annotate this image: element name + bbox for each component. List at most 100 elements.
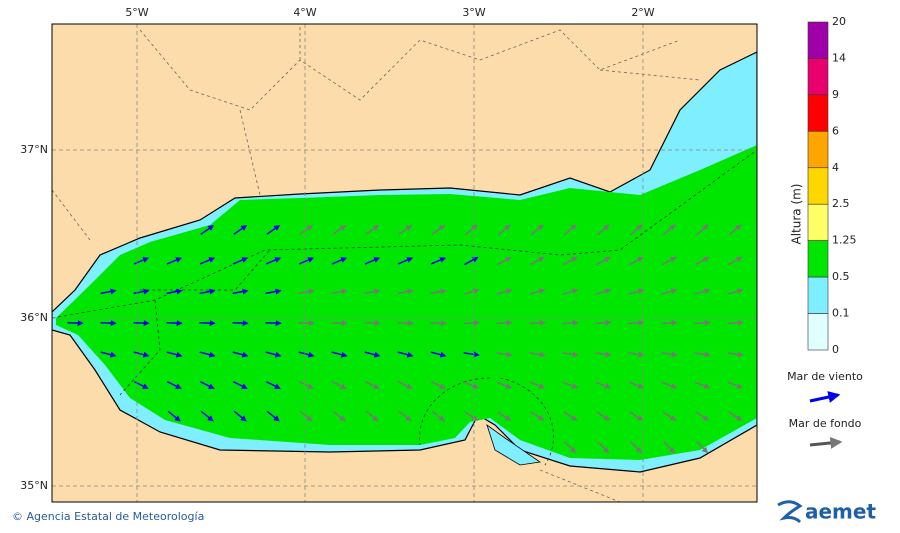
wave-arrow [595,319,612,326]
wave-arrow [200,225,215,235]
wave-arrow [397,320,414,327]
wave-arrow [199,320,216,327]
wave-arrow [727,288,744,295]
wave-arrow [496,381,513,389]
wave-arrow [299,225,314,235]
wave-arrow [166,257,183,265]
wave-arrow [133,380,149,390]
colorbar-bin [807,58,829,96]
credit: © Agencia Estatal de Meteorología [12,510,204,523]
wave-arrow [529,288,546,295]
wave-arrow [496,351,513,358]
wave-arrow [662,411,677,421]
wave-arrow [365,410,379,422]
wave-arrow [695,224,709,236]
wave-arrow [562,381,579,389]
wave-arrow [628,381,645,389]
colorbar-bin [807,240,829,278]
colorbar-label: 4 [832,161,839,174]
lon-label: 2°W [631,6,654,19]
wave-arrow [298,320,315,327]
wave-arrow [496,288,513,295]
wave-arrow [662,256,677,266]
wave-arrow [266,410,280,422]
wave-arrow [497,256,512,266]
wave-arrow [265,288,282,295]
wave-arrow [166,288,183,295]
legend-wind: Mar de viento [787,370,863,383]
wave-arrow [464,256,479,266]
wave-arrow [661,319,678,326]
wave-arrow [463,351,480,358]
wave-arrow [661,288,678,295]
graticule: 5°W 4°W 3°W 2°W 37°N 36°N 35°N [20,6,757,502]
legend-swell-arrow [809,436,843,449]
wave-arrow [265,351,282,358]
wave-arrow [728,256,743,266]
wave-arrow [663,441,676,454]
wave-arrow [332,410,346,422]
wave-arrow [430,351,447,358]
lat-label: 35°N [20,479,48,492]
wave-arrow [265,380,281,390]
wave-arrow [596,224,610,236]
colorbar-bin [807,203,829,241]
wave-arrow [364,257,381,265]
wave-arrow [530,224,544,236]
wave-arrow [67,320,84,327]
colorbar-bin [807,276,829,314]
logo-text: aemet [805,500,876,524]
colorbar-bin [807,21,829,59]
colorbar-bin [807,167,829,205]
wave-arrow [562,288,579,295]
wave-arrow [628,351,645,358]
wave-arrow [397,351,414,358]
wave-arrow [232,351,249,358]
wave-arrow [398,410,412,422]
wave-arrow [199,380,215,390]
wave-arrow [266,225,281,235]
logo-icon [777,500,803,524]
wave-arrow [265,320,282,327]
wave-arrow [233,225,248,235]
wave-arrow [728,411,743,421]
wave-arrow [496,319,513,326]
wave-arrow [595,288,612,295]
lat-label: 36°N [20,311,48,324]
borders [52,24,701,502]
colorbar-bin [807,94,829,132]
wave-arrow [564,441,577,454]
wave-arrow [331,380,347,390]
wave-arrow [597,441,610,454]
wave-arrow [431,410,445,422]
wave-arrow [464,411,479,421]
wave-arrow [430,320,447,327]
wave-arrow [133,288,150,295]
colorbar-bin [807,313,829,351]
wave-arrow [430,257,447,265]
wave-arrow [133,320,150,327]
wave-arrow [298,288,315,295]
map [52,24,757,502]
colorbar-label: 20 [832,15,846,28]
bay [486,423,542,466]
wave-arrow [530,411,545,421]
wave-arrow [331,288,348,295]
legend-wind-arrow [809,391,841,403]
wave-arrow [696,441,709,454]
wave-arrow [364,288,381,295]
wave-arrow [398,225,413,235]
wave-arrow [629,256,644,266]
wave-arrow [298,380,314,390]
colorbar-label: 14 [832,51,846,64]
wave-arrow [463,381,480,389]
wave-arrow [563,256,578,266]
lon-label: 3°W [462,6,485,19]
wave-arrow [166,380,182,390]
colorbar-label: 0 [832,343,839,356]
wave-arrow [265,257,282,265]
wave-arrow [661,381,678,389]
wave-arrow [694,381,711,389]
wave-arrow [332,225,347,235]
